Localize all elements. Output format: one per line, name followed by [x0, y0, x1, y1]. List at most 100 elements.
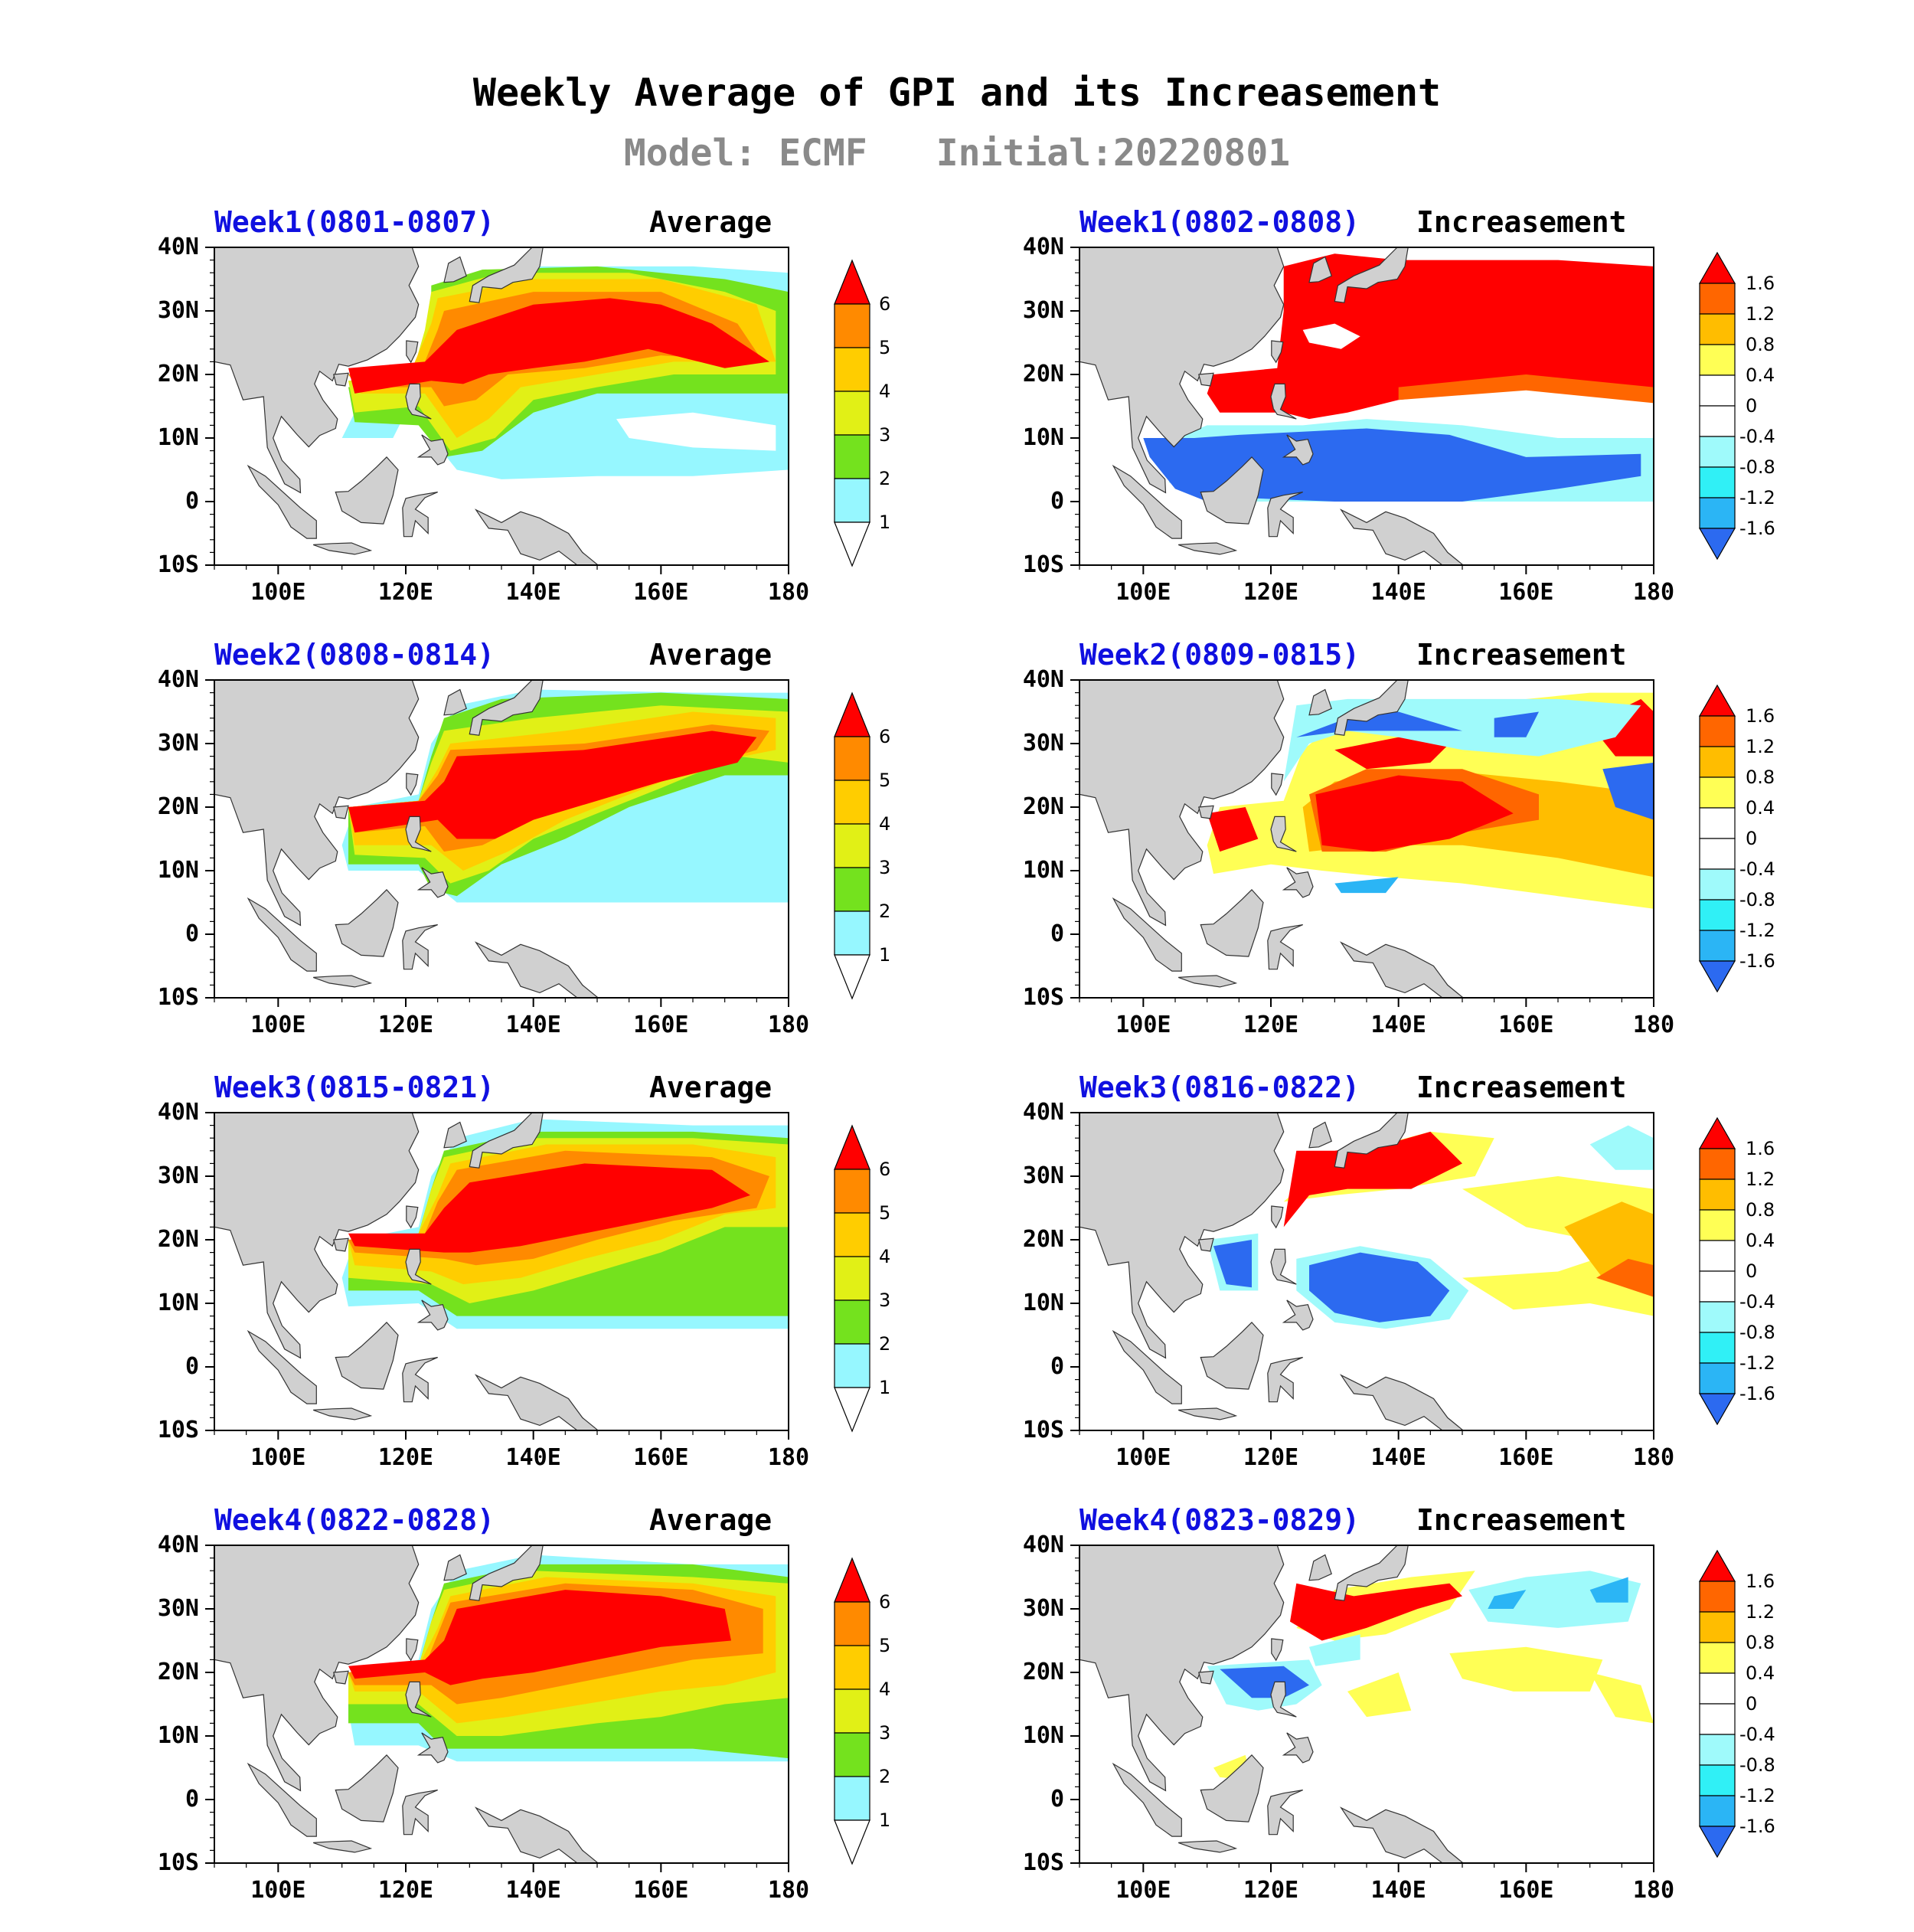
colorbar-label: -1.2: [1739, 1785, 1775, 1806]
landmass: [1198, 1237, 1214, 1252]
contour-region: [348, 1590, 731, 1685]
contour-region: [1398, 374, 1654, 404]
colorbar-box: [1699, 899, 1736, 931]
colorbar-box: [1699, 283, 1736, 315]
colorbar-label: -1.2: [1739, 487, 1775, 508]
contour-region: [1143, 428, 1641, 502]
colorbar-box: [1699, 436, 1736, 468]
panel-kind-label: Increasement: [1416, 638, 1627, 672]
land-mask: [214, 1545, 599, 1863]
panel-week-label: Week2(0809-0815): [1079, 638, 1360, 672]
colorbar-box: [834, 1299, 870, 1345]
contour-region: [1213, 1240, 1252, 1288]
colorbar-triangle-top: [1698, 1116, 1736, 1149]
contour-region: [1449, 1646, 1603, 1692]
colorbar-label: 1.6: [1746, 1571, 1775, 1592]
y-tick-label: 10N: [1022, 1722, 1064, 1749]
colorbar-label: 1.2: [1746, 1601, 1775, 1623]
landmass: [312, 975, 373, 988]
map-plot: [1070, 679, 1736, 1007]
colorbar-box: [1699, 405, 1736, 437]
colorbar: [1698, 251, 1736, 561]
colorbar-label: 5: [879, 1635, 891, 1656]
landmass: [1334, 1545, 1409, 1601]
colorbar-label: 2: [879, 901, 891, 922]
colorbar-label: 3: [879, 1722, 891, 1744]
landmass: [1308, 1121, 1332, 1149]
landmass: [469, 1113, 544, 1169]
data-field: [1079, 247, 1654, 565]
landmass: [1112, 1329, 1182, 1404]
colorbar-triangle-bottom: [834, 1819, 870, 1865]
y-tick-label: 30N: [157, 1162, 199, 1189]
landmass: [247, 464, 317, 539]
colorbar-triangle-bottom: [1698, 528, 1736, 561]
colorbar-label: 1: [879, 944, 891, 966]
panel-week3-increasement: Week3(0816-0822) Increasement 40N 30N 20N 1…: [1003, 1071, 1860, 1499]
land-mask: [1079, 1113, 1465, 1430]
colorbar: [834, 1124, 870, 1433]
landmass: [474, 941, 599, 998]
landmass: [1177, 975, 1238, 988]
data-field: [1079, 1545, 1654, 1863]
landmass: [1079, 247, 1285, 494]
map-plot: [205, 247, 870, 574]
landmass: [333, 805, 349, 819]
colorbar: [834, 691, 870, 1000]
landmass: [1282, 434, 1314, 466]
colorbar-triangle-bottom: [834, 954, 870, 1000]
colorbar-label: 2: [879, 1333, 891, 1355]
contour-region: [1334, 737, 1450, 770]
y-tick-label: 10S: [157, 1849, 199, 1876]
landmass: [1271, 1638, 1284, 1662]
landmass: [1339, 941, 1465, 998]
colorbar: [1698, 1116, 1736, 1426]
landmass: [406, 340, 419, 364]
y-tick-label: 20N: [157, 1226, 199, 1253]
landmass: [1200, 889, 1264, 957]
colorbar-label: 0: [1746, 1693, 1758, 1715]
x-tick-label: 160E: [633, 1877, 689, 1904]
landmass: [247, 1329, 317, 1404]
colorbar-box: [1699, 1240, 1736, 1272]
x-tick-label: 180: [767, 579, 810, 606]
colorbar-box: [1699, 1148, 1736, 1180]
landmass: [406, 1638, 419, 1662]
colorbar-triangle-bottom: [1698, 1826, 1736, 1858]
colorbar-box: [1699, 1581, 1736, 1613]
landmass: [1079, 1545, 1285, 1792]
landmass: [335, 889, 399, 957]
y-tick-label: 30N: [157, 297, 199, 324]
x-tick-label: 100E: [250, 1444, 306, 1471]
data-field: [214, 247, 789, 565]
colorbar-box: [834, 347, 870, 392]
colorbar-label: 4: [879, 381, 891, 402]
landmass: [405, 1681, 432, 1718]
x-tick-label: 140E: [505, 1877, 561, 1904]
landmass: [1079, 1113, 1285, 1359]
x-tick-label: 180: [767, 1877, 810, 1904]
landmass: [1267, 1357, 1303, 1403]
landmass: [1271, 340, 1284, 364]
y-tick-label: 40N: [1022, 1099, 1064, 1126]
y-tick-label: 20N: [1022, 1226, 1064, 1253]
landmass: [1177, 1840, 1238, 1853]
colorbar-label: 0: [1746, 1260, 1758, 1282]
x-tick-label: 100E: [250, 1877, 306, 1904]
x-tick-label: 160E: [1498, 1012, 1554, 1038]
colorbar-box: [1699, 344, 1736, 376]
y-tick-label: 10N: [157, 424, 199, 451]
colorbar-label: 3: [879, 1290, 891, 1311]
colorbar-label: 3: [879, 857, 891, 878]
colorbar-box: [1699, 746, 1736, 778]
colorbar-box: [834, 434, 870, 479]
colorbar-label: -0.4: [1739, 426, 1775, 447]
y-tick-label: 40N: [157, 1532, 199, 1558]
landmass: [1270, 383, 1297, 420]
colorbar-box: [1699, 1332, 1736, 1364]
colorbar-box: [1699, 1362, 1736, 1394]
landmass: [1339, 508, 1465, 565]
colorbar-label: 4: [879, 1679, 891, 1700]
y-tick-label: 0: [1050, 1353, 1064, 1380]
colorbar-triangle-bottom: [1698, 960, 1736, 993]
